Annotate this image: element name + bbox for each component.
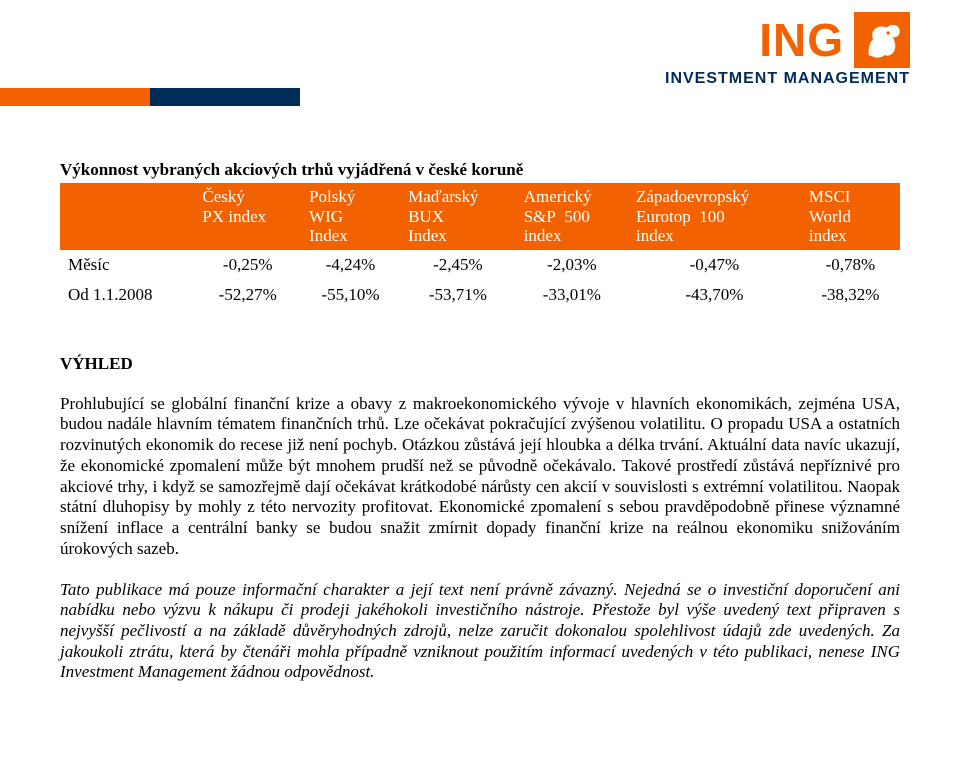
table-header: ČeskýPX index bbox=[194, 183, 301, 250]
table-header-blank bbox=[60, 183, 194, 250]
table-cell: -43,70% bbox=[628, 280, 801, 310]
lion-icon bbox=[854, 12, 910, 68]
table-cell: -53,71% bbox=[400, 280, 516, 310]
table-cell: -52,27% bbox=[194, 280, 301, 310]
table-cell: -0,25% bbox=[194, 250, 301, 280]
table-cell: -0,47% bbox=[628, 250, 801, 280]
disclaimer: Tato publikace má pouze informační chara… bbox=[60, 580, 900, 684]
table-header: MaďarskýBUXIndex bbox=[400, 183, 516, 250]
brand-name: ING bbox=[759, 13, 844, 67]
table-title: Výkonnost vybraných akciových trhů vyjád… bbox=[60, 160, 900, 180]
table-cell: -38,32% bbox=[801, 280, 900, 310]
table-header: MSCIWorldindex bbox=[801, 183, 900, 250]
table-row: Měsíc-0,25%-4,24%-2,45%-2,03%-0,47%-0,78… bbox=[60, 250, 900, 280]
table-header: PolskýWIGIndex bbox=[301, 183, 400, 250]
header-color-bar bbox=[0, 88, 300, 106]
brand-logo: ING INVESTMENT MANAGEMENT bbox=[665, 12, 910, 88]
table-row-label: Od 1.1.2008 bbox=[60, 280, 194, 310]
table-cell: -4,24% bbox=[301, 250, 400, 280]
table-cell: -2,45% bbox=[400, 250, 516, 280]
table-cell: -55,10% bbox=[301, 280, 400, 310]
outlook-heading: VÝHLED bbox=[60, 354, 900, 374]
performance-table: ČeskýPX indexPolskýWIGIndexMaďarskýBUXIn… bbox=[60, 183, 900, 310]
table-cell: -33,01% bbox=[516, 280, 628, 310]
table-row: Od 1.1.2008-52,27%-55,10%-53,71%-33,01%-… bbox=[60, 280, 900, 310]
outlook-body: Prohlubující se globální finanční krize … bbox=[60, 394, 900, 560]
table-row-label: Měsíc bbox=[60, 250, 194, 280]
header-bar-blue bbox=[150, 88, 300, 106]
table-cell: -2,03% bbox=[516, 250, 628, 280]
table-header: AmerickýS&P 500index bbox=[516, 183, 628, 250]
header-bar-orange bbox=[0, 88, 150, 106]
brand-subtitle: INVESTMENT MANAGEMENT bbox=[665, 70, 910, 88]
table-cell: -0,78% bbox=[801, 250, 900, 280]
table-header: ZápadoevropskýEurotop 100index bbox=[628, 183, 801, 250]
